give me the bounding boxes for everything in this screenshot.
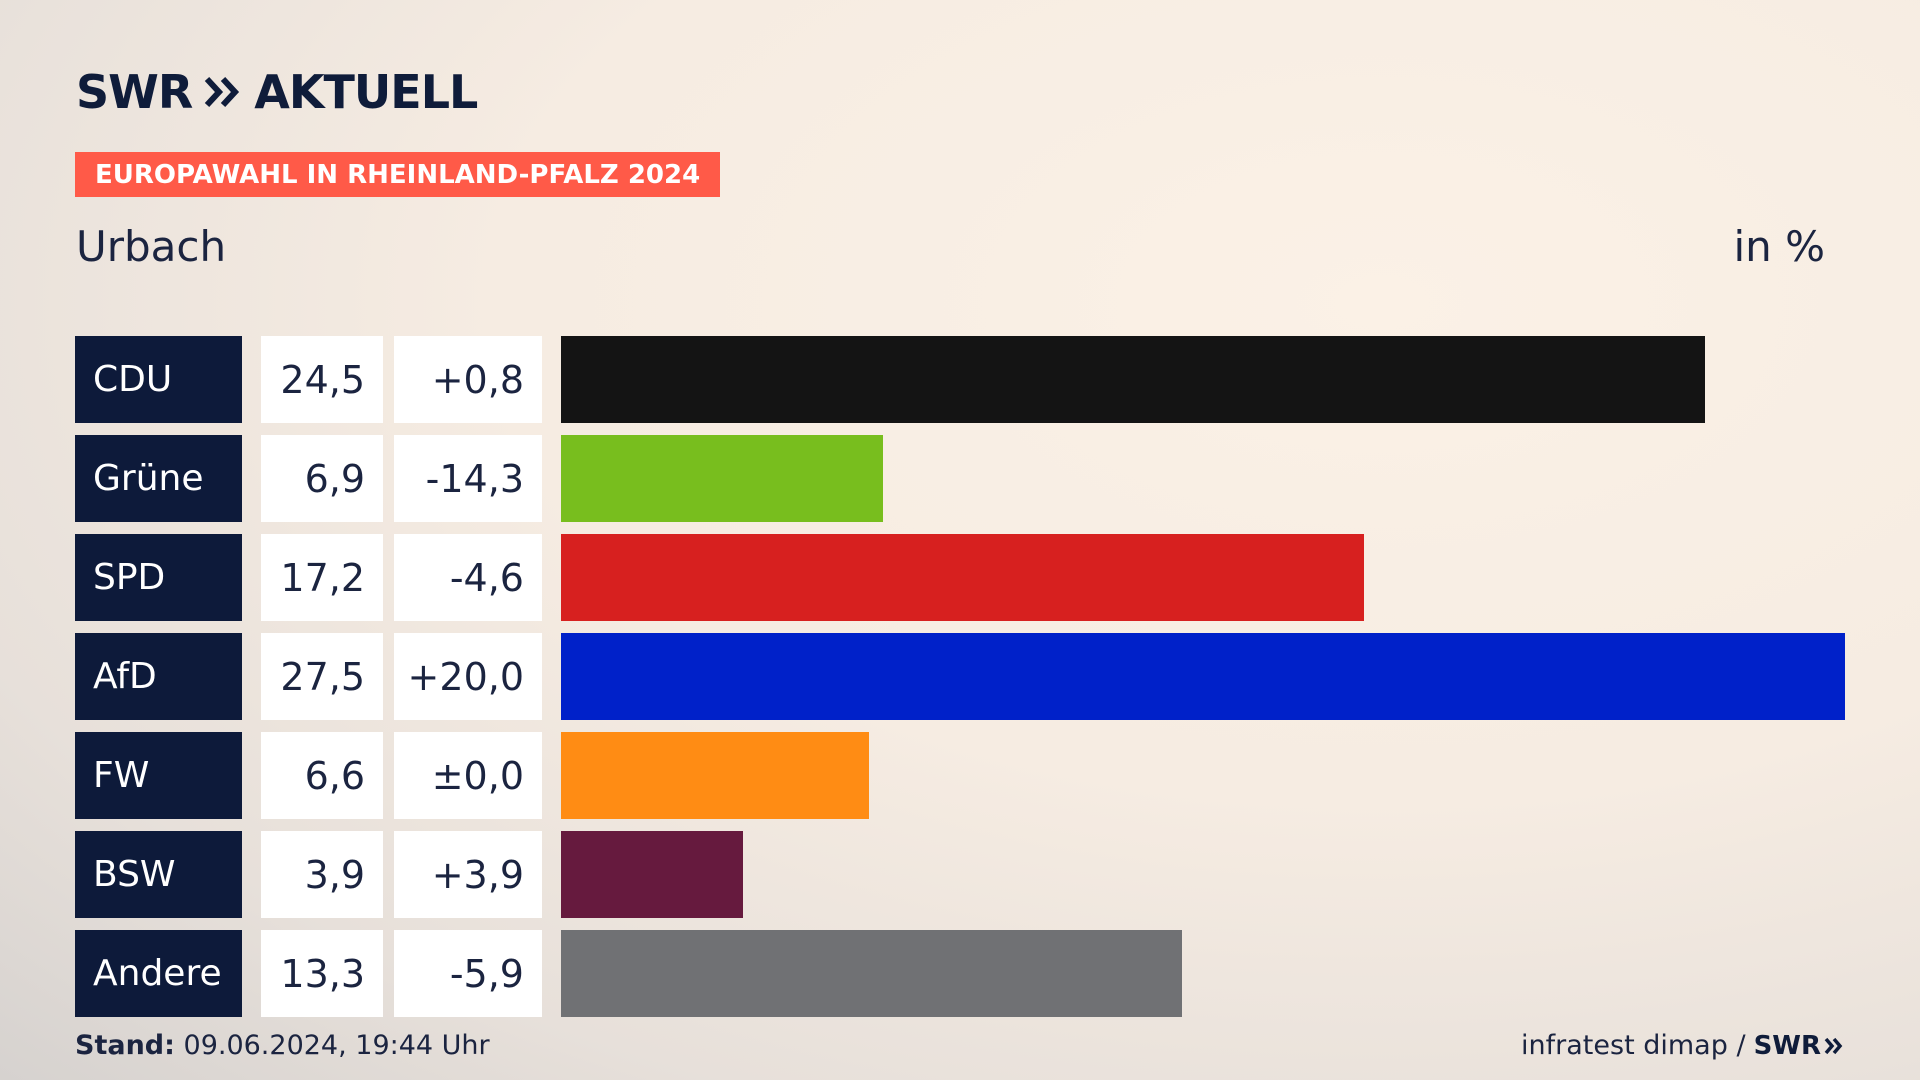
vote-share-value: 6,6 <box>261 732 383 819</box>
result-row: Andere 13,3 -5,9 <box>0 930 1920 1017</box>
region-title: Urbach <box>76 222 227 271</box>
vote-change-value: -5,9 <box>394 930 542 1017</box>
bar-spd <box>561 534 1364 621</box>
result-row: BSW 3,9 +3,9 <box>0 831 1920 918</box>
timestamp-label: Stand: <box>75 1030 175 1061</box>
vote-change-value: +3,9 <box>394 831 542 918</box>
vote-change-value: +20,0 <box>394 633 542 720</box>
vote-change-value: ±0,0 <box>394 732 542 819</box>
vote-share-value: 27,5 <box>261 633 383 720</box>
double-chevron-icon <box>1824 1037 1843 1054</box>
vote-share-value: 13,3 <box>261 930 383 1017</box>
swr-mini-logo: SWR <box>1754 1031 1844 1061</box>
party-label: Grüne <box>75 435 242 522</box>
party-label: Andere <box>75 930 242 1017</box>
election-tag: EUROPAWAHL IN RHEINLAND-PFALZ 2024 <box>75 152 721 197</box>
result-row: AfD 27,5 +20,0 <box>0 633 1920 720</box>
vote-share-value: 6,9 <box>261 435 383 522</box>
swr-aktuell-logo: SWR AKTUELL <box>76 65 478 119</box>
timestamp-value: 09.06.2024, 19:44 Uhr <box>183 1030 490 1061</box>
bar-afd <box>561 633 1845 720</box>
logo-swr-text: SWR <box>76 65 193 119</box>
party-label: SPD <box>75 534 242 621</box>
swr-mini-logo-text: SWR <box>1753 1030 1821 1061</box>
source-text: infratest dimap / <box>1521 1030 1746 1061</box>
bar-fw <box>561 732 869 819</box>
vote-share-value: 3,9 <box>261 831 383 918</box>
result-row: SPD 17,2 -4,6 <box>0 534 1920 621</box>
logo-aktuell-text: AKTUELL <box>254 65 478 119</box>
vote-change-value: -4,6 <box>394 534 542 621</box>
party-label: AfD <box>75 633 242 720</box>
party-label: FW <box>75 732 242 819</box>
bar-gr-ne <box>561 435 883 522</box>
party-label: CDU <box>75 336 242 423</box>
result-row: FW 6,6 ±0,0 <box>0 732 1920 819</box>
vote-share-value: 24,5 <box>261 336 383 423</box>
bar-cdu <box>561 336 1705 423</box>
double-chevron-icon <box>205 76 240 108</box>
result-row: CDU 24,5 +0,8 <box>0 336 1920 423</box>
source-credit: infratest dimap / SWR <box>1521 1030 1844 1061</box>
unit-label: in % <box>1733 222 1825 271</box>
result-row: Grüne 6,9 -14,3 <box>0 435 1920 522</box>
bar-andere <box>561 930 1182 1017</box>
party-label: BSW <box>75 831 242 918</box>
vote-share-value: 17,2 <box>261 534 383 621</box>
vote-change-value: +0,8 <box>394 336 542 423</box>
vote-change-value: -14,3 <box>394 435 542 522</box>
bar-bsw <box>561 831 743 918</box>
timestamp: Stand: 09.06.2024, 19:44 Uhr <box>75 1030 490 1061</box>
